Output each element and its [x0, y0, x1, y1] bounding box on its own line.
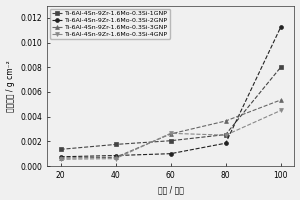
Ti-6Al-4Sn-9Zr-1.6Mo-0.3Si-3GNP [59, 157, 62, 159]
Ti-6Al-4Sn-9Zr-1.6Mo-0.3Si-4GNP [59, 158, 62, 160]
Line: Ti-6Al-4Sn-9Zr-1.6Mo-0.3Si-4GNP: Ti-6Al-4Sn-9Zr-1.6Mo-0.3Si-4GNP [59, 109, 283, 161]
Line: Ti-6Al-4Sn-9Zr-1.6Mo-0.3Si-2GNP: Ti-6Al-4Sn-9Zr-1.6Mo-0.3Si-2GNP [59, 25, 283, 159]
Ti-6Al-4Sn-9Zr-1.6Mo-0.3Si-3GNP [224, 120, 227, 122]
Ti-6Al-4Sn-9Zr-1.6Mo-0.3Si-1GNP [279, 66, 283, 68]
Ti-6Al-4Sn-9Zr-1.6Mo-0.3Si-2GNP [59, 156, 62, 158]
Ti-6Al-4Sn-9Zr-1.6Mo-0.3Si-2GNP [224, 142, 227, 144]
Ti-6Al-4Sn-9Zr-1.6Mo-0.3Si-4GNP [279, 109, 283, 112]
Ti-6Al-4Sn-9Zr-1.6Mo-0.3Si-3GNP [279, 99, 283, 101]
Line: Ti-6Al-4Sn-9Zr-1.6Mo-0.3Si-1GNP: Ti-6Al-4Sn-9Zr-1.6Mo-0.3Si-1GNP [59, 65, 283, 151]
Ti-6Al-4Sn-9Zr-1.6Mo-0.3Si-2GNP [114, 154, 117, 157]
Ti-6Al-4Sn-9Zr-1.6Mo-0.3Si-2GNP [279, 26, 283, 28]
Legend: Ti-6Al-4Sn-9Zr-1.6Mo-0.3Si-1GNP, Ti-6Al-4Sn-9Zr-1.6Mo-0.3Si-2GNP, Ti-6Al-4Sn-9Zr: Ti-6Al-4Sn-9Zr-1.6Mo-0.3Si-1GNP, Ti-6Al-… [50, 9, 170, 39]
X-axis label: 时间 / 小时: 时间 / 小时 [158, 185, 184, 194]
Ti-6Al-4Sn-9Zr-1.6Mo-0.3Si-2GNP [169, 152, 172, 155]
Y-axis label: 氧化增重 / g cm⁻²: 氧化增重 / g cm⁻² [6, 60, 15, 112]
Ti-6Al-4Sn-9Zr-1.6Mo-0.3Si-1GNP [169, 140, 172, 142]
Ti-6Al-4Sn-9Zr-1.6Mo-0.3Si-1GNP [114, 143, 117, 146]
Ti-6Al-4Sn-9Zr-1.6Mo-0.3Si-3GNP [114, 156, 117, 159]
Ti-6Al-4Sn-9Zr-1.6Mo-0.3Si-4GNP [224, 134, 227, 136]
Ti-6Al-4Sn-9Zr-1.6Mo-0.3Si-4GNP [169, 132, 172, 135]
Ti-6Al-4Sn-9Zr-1.6Mo-0.3Si-4GNP [114, 157, 117, 160]
Line: Ti-6Al-4Sn-9Zr-1.6Mo-0.3Si-3GNP: Ti-6Al-4Sn-9Zr-1.6Mo-0.3Si-3GNP [59, 98, 283, 160]
Ti-6Al-4Sn-9Zr-1.6Mo-0.3Si-1GNP [59, 148, 62, 151]
Ti-6Al-4Sn-9Zr-1.6Mo-0.3Si-3GNP [169, 133, 172, 135]
Ti-6Al-4Sn-9Zr-1.6Mo-0.3Si-1GNP [224, 133, 227, 136]
